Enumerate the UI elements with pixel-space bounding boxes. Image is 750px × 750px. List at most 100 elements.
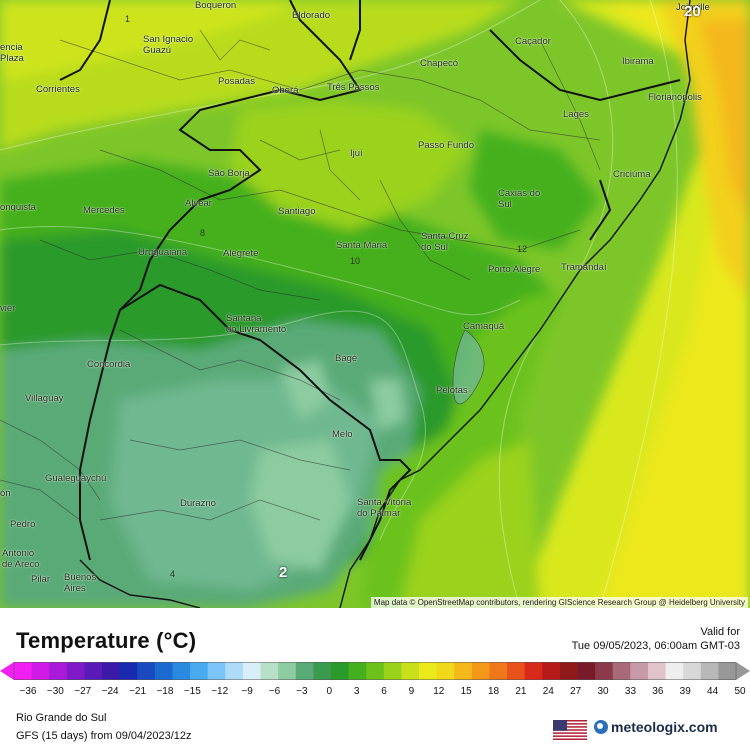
place-label: San Ignacio Guazú	[143, 34, 194, 56]
place-label: Caxias do Sul	[498, 188, 541, 210]
legend-swatch	[559, 662, 579, 680]
place-label: onquista	[0, 202, 36, 213]
place-label: Alegrete	[223, 248, 259, 259]
legend-swatch	[102, 662, 121, 680]
place-label: Caçador	[515, 36, 551, 47]
place-label: Passo Fundo	[418, 140, 474, 151]
place-label: Pedro	[10, 519, 36, 530]
place-label: Buenos Aires	[64, 572, 97, 594]
legend-swatch	[313, 662, 332, 680]
legend-swatch	[172, 662, 191, 680]
brand-logo[interactable]: meteologix.com	[594, 719, 718, 735]
legend-tick-label: 18	[487, 686, 500, 697]
legend-swatch	[242, 662, 262, 680]
contour-label: 4	[170, 569, 176, 579]
place-label: ón	[0, 488, 11, 499]
legend-ticks: −36 −30 −27 −24 −21 −18 −15 −12 −9 −6 −3 0 3 6 9 12 15 18…	[0, 686, 750, 700]
legend-tick-label: 6	[381, 686, 387, 697]
legend-swatch	[348, 662, 367, 680]
legend-tick-label: 27	[570, 686, 582, 697]
legend-swatch	[665, 662, 684, 680]
legend-swatch	[489, 662, 508, 680]
legend-swatch	[718, 662, 737, 680]
legend-swatch	[154, 662, 173, 680]
legend-swatch	[419, 662, 438, 680]
place-label: Tramandaí	[561, 262, 607, 273]
place-label: Oberá	[272, 85, 299, 96]
place-label: vier	[0, 303, 16, 314]
place-label: Santa Maria	[336, 240, 388, 251]
legend-tick-label: 9	[408, 686, 415, 697]
place-label: Durazno	[180, 498, 216, 509]
place-label: Santiago	[278, 206, 316, 217]
legend-swatch	[577, 662, 596, 680]
place-label: Camaquã	[463, 321, 505, 332]
temperature-map[interactable]: Boqueron Joinville Eldorado Caçador San Igna…	[0, 0, 750, 608]
us-flag-icon[interactable]	[553, 720, 587, 740]
legend-tick-label: −21	[129, 686, 147, 697]
legend-tick-label: −18	[156, 686, 174, 697]
legend-swatch	[295, 662, 314, 680]
legend-swatch	[14, 662, 33, 680]
legend-swatch	[207, 662, 226, 680]
legend-tick-label: 39	[679, 686, 691, 697]
legend-swatch	[436, 662, 455, 680]
place-label: Santa Vitória do Palmar	[357, 497, 412, 519]
brand-name: meteologix.com	[611, 719, 718, 735]
legend-swatch	[119, 662, 138, 680]
contour-label: 2	[279, 564, 288, 581]
meteologix-icon	[594, 720, 608, 734]
place-label: Posadas	[218, 76, 255, 87]
place-label: Ibirama	[622, 56, 654, 67]
legend-swatch	[366, 662, 385, 680]
legend-swatch	[84, 662, 103, 680]
legend-tick-label: 50	[734, 686, 746, 697]
legend-swatch	[630, 662, 649, 680]
place-label: Porto Alegre	[488, 264, 541, 275]
place-label: Criciúma	[613, 169, 651, 180]
legend-tick-label: −15	[183, 686, 201, 697]
legend-tick-label: 33	[624, 686, 637, 697]
map-title: Temperature (°C)	[16, 628, 197, 653]
legend-swatch	[454, 662, 473, 680]
legend-swatch	[225, 662, 244, 680]
place-label: Corrientes	[36, 84, 80, 95]
legend-swatch	[595, 662, 614, 680]
legend-tick-label: 21	[515, 686, 527, 697]
legend-tick-label: −12	[211, 686, 229, 697]
legend-swatch	[700, 662, 719, 680]
map-attribution[interactable]: Map data © OpenStreetMap contributors, r…	[370, 597, 748, 608]
model-run: GFS (15 days) from 09/04/2023/12z	[16, 730, 192, 742]
legend-tick-label: 36	[652, 686, 664, 697]
legend-low-arrow	[0, 662, 14, 680]
legend-tick-label: 12	[433, 686, 445, 697]
legend-border	[13, 662, 737, 680]
legend-tick-label: −36	[19, 686, 37, 697]
place-label: Três Passos	[327, 82, 380, 93]
place-label: Gualeguaychú	[45, 473, 107, 484]
place-label: Boqueron	[195, 0, 237, 11]
place-label: Santa Cruz do Sul	[421, 231, 469, 253]
contour-label: 8	[200, 228, 206, 238]
place-label: Chapecó	[420, 58, 459, 69]
place-label: Lages	[563, 109, 589, 120]
legend-tick-label: 30	[597, 686, 609, 697]
legend-swatch	[647, 662, 667, 680]
place-label: Eldorado	[292, 10, 331, 21]
valid-label: Valid for	[700, 626, 740, 638]
place-label: Concordia	[87, 359, 131, 370]
legend-swatch	[507, 662, 526, 680]
place-label: Pelotas	[436, 385, 468, 396]
legend-tick-label: −30	[46, 686, 64, 697]
legend-swatch	[401, 662, 420, 680]
place-label: Joinville	[676, 2, 710, 13]
place-label: Bagé	[335, 353, 358, 364]
legend-tick-label: −27	[74, 686, 92, 697]
legend-tick-label: 15	[460, 686, 472, 697]
color-legend	[0, 662, 750, 680]
legend-tick-label: −3	[296, 686, 308, 697]
place-label: Ijuí	[350, 148, 363, 159]
legend-tick-label: 3	[353, 686, 360, 697]
place-label: Alvear	[185, 198, 212, 209]
legend-swatch	[190, 662, 209, 680]
